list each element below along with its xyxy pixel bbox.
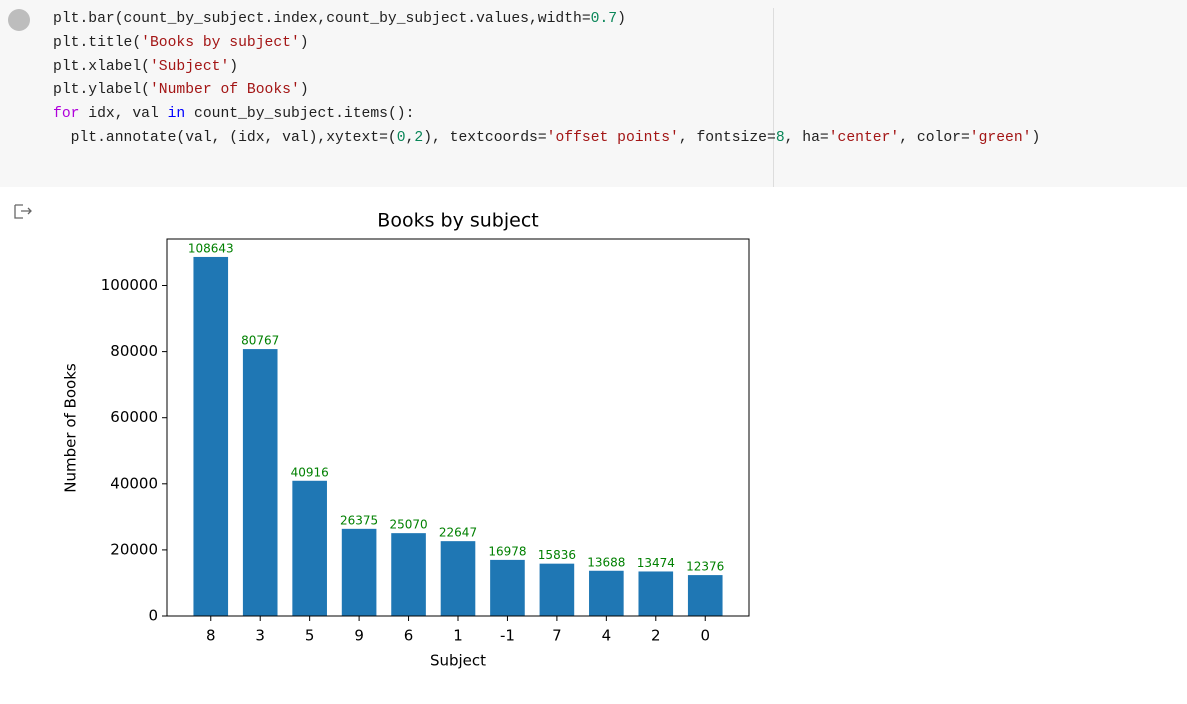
code-token: count_by_subject.items(): bbox=[185, 106, 415, 123]
bar bbox=[687, 575, 723, 616]
code-token: ), textcoords= bbox=[423, 129, 547, 146]
code-token: idx, val bbox=[79, 106, 168, 123]
x-tick-label: 6 bbox=[404, 627, 414, 645]
y-axis-label: Number of Books bbox=[62, 363, 80, 493]
value-label: 13474 bbox=[637, 556, 675, 570]
x-tick-label: 3 bbox=[255, 627, 265, 645]
bar bbox=[292, 480, 327, 616]
code-token: 'offset points' bbox=[546, 129, 679, 146]
y-tick-label: 60000 bbox=[110, 408, 158, 426]
code-token: 'Subject' bbox=[149, 58, 230, 75]
value-label: 108643 bbox=[188, 241, 234, 255]
x-tick-label: 0 bbox=[700, 627, 710, 645]
code-token: , ha= bbox=[784, 129, 829, 146]
code-token: in bbox=[167, 106, 186, 123]
chart-title: Books by subject bbox=[377, 210, 538, 232]
bar bbox=[193, 256, 229, 616]
value-label: 25070 bbox=[389, 518, 427, 532]
x-axis-label: Subject bbox=[430, 652, 486, 670]
bar bbox=[391, 533, 426, 616]
code-token: 'center' bbox=[828, 129, 900, 146]
code-token: 'green' bbox=[969, 129, 1032, 146]
value-label: 12376 bbox=[686, 560, 724, 574]
code-token: plt.annotate(val, (idx, val),xytext=( bbox=[53, 129, 397, 146]
y-tick-label: 20000 bbox=[110, 540, 158, 558]
code-token: 2 bbox=[414, 129, 424, 146]
y-tick-label: 80000 bbox=[110, 342, 158, 360]
x-tick-label: 2 bbox=[651, 627, 661, 645]
value-label: 26375 bbox=[340, 513, 378, 527]
value-label: 22647 bbox=[439, 526, 477, 540]
code-line: plt.title('Books by subject') bbox=[53, 32, 1040, 56]
code-token: for bbox=[53, 106, 80, 123]
x-tick-label: 9 bbox=[354, 627, 364, 645]
code-line: plt.annotate(val, (idx, val),xytext=(0,2… bbox=[53, 127, 1041, 151]
code-token: 0 bbox=[396, 129, 406, 146]
code-token: 8 bbox=[775, 129, 785, 146]
code-token: , bbox=[405, 129, 415, 146]
code-line: plt.bar(count_by_subject.index,count_by_… bbox=[53, 8, 1040, 32]
code-token: 0.7 bbox=[590, 11, 618, 27]
x-tick-label: -1 bbox=[500, 627, 515, 645]
bar bbox=[638, 571, 674, 616]
value-label: 80767 bbox=[241, 334, 279, 348]
ruler bbox=[773, 8, 774, 187]
code-token: ) bbox=[1031, 129, 1041, 146]
x-tick-label: 5 bbox=[305, 627, 315, 645]
bar bbox=[589, 570, 624, 616]
bar bbox=[440, 541, 476, 616]
axes-frame bbox=[166, 238, 750, 617]
code-token: plt.bar(count_by_subject.index,count_by_… bbox=[53, 11, 591, 27]
code-token: plt.title( bbox=[53, 34, 142, 51]
bar bbox=[341, 528, 377, 616]
bar bbox=[490, 559, 525, 616]
code-token: ) bbox=[229, 58, 239, 75]
code-token: ) bbox=[299, 82, 309, 99]
x-tick-label: 8 bbox=[206, 627, 216, 645]
code-line: for idx, val in count_by_subject.items()… bbox=[53, 103, 1040, 127]
value-label: 40916 bbox=[291, 465, 329, 479]
y-tick-label: 0 bbox=[148, 607, 158, 625]
x-tick-label: 1 bbox=[453, 627, 463, 645]
code-token: , color= bbox=[899, 129, 970, 146]
output-icon bbox=[14, 204, 32, 219]
y-tick-label: 40000 bbox=[110, 474, 158, 492]
value-label: 15836 bbox=[538, 548, 576, 562]
code-token: 'Number of Books' bbox=[149, 82, 300, 99]
value-label: 16978 bbox=[488, 544, 526, 558]
code: plt.bar(count_by_subject.index,count_by_… bbox=[53, 8, 1040, 151]
code-token: ) bbox=[617, 11, 626, 27]
code-token: plt.ylabel( bbox=[53, 82, 150, 99]
run-button[interactable] bbox=[8, 9, 30, 31]
code-token: plt.xlabel( bbox=[53, 58, 150, 75]
code-token: , fontsize= bbox=[678, 129, 776, 146]
code-line: plt.ylabel('Number of Books') bbox=[53, 79, 1040, 103]
x-tick-label: 4 bbox=[602, 627, 612, 645]
code-line: plt.xlabel('Subject') bbox=[53, 56, 1040, 80]
code-token: 'Books by subject' bbox=[141, 34, 300, 51]
code-cell: plt.bar(count_by_subject.index,count_by_… bbox=[0, 0, 1187, 187]
code-token: ) bbox=[299, 34, 309, 51]
x-tick-label: 7 bbox=[552, 627, 562, 645]
bar bbox=[242, 349, 278, 616]
bar bbox=[539, 563, 575, 616]
y-tick-label: 100000 bbox=[101, 276, 158, 294]
value-label: 13688 bbox=[587, 555, 625, 569]
